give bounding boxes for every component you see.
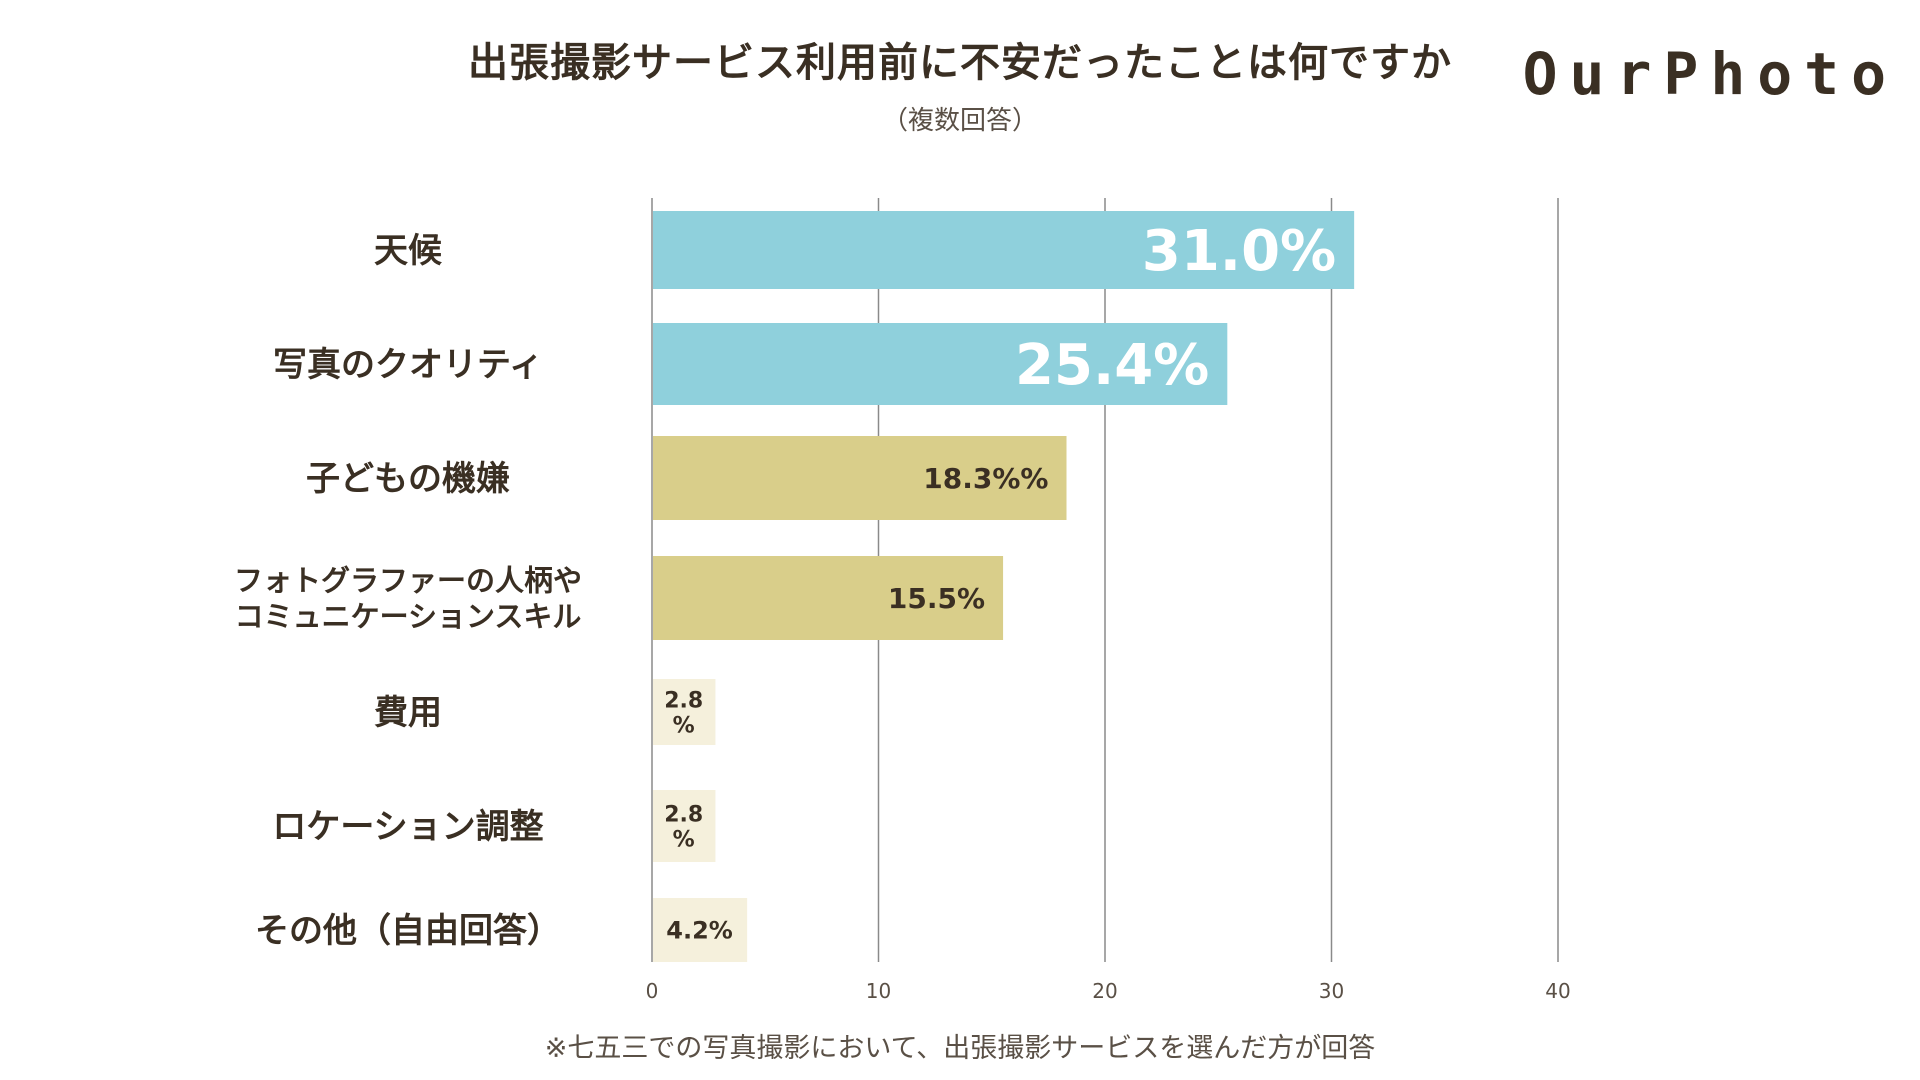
data-label-3: 18.3%% [923,462,1048,495]
footnote: ※七五三での写真撮影において、出張撮影サービスを選んだ方が回答 [544,1033,1376,1064]
bar-6 [653,790,716,862]
category-label-2: 写真のクオリティ [273,345,543,385]
data-label-4: 15.5% [888,582,985,615]
x-tick-label-30: 30 [1319,979,1344,1003]
category-label-5: 費用 [374,693,442,733]
bar-7 [653,898,748,962]
data-label-5: 2.8% [664,688,703,738]
x-tick-label-40: 40 [1545,979,1570,1003]
x-tick-label-10: 10 [866,979,891,1003]
data-label-2: 25.4% [1015,333,1209,398]
category-label-3: 子どもの機嫌 [306,459,510,499]
data-label-6: 2.8% [664,802,703,852]
bar-3 [653,436,1067,520]
data-label-7: 4.2% [666,917,733,945]
chart-title: 出張撮影サービス利用前に不安だったことは何ですか [468,40,1452,86]
category-label-6: ロケーション調整 [272,807,543,847]
category-label-4: フォトグラファーの人柄やコミュニケーションスキル [234,563,582,633]
category-label-7: その他（自由回答） [255,911,561,951]
bar-1 [653,211,1355,289]
bar-5 [653,679,716,745]
x-tick-label-20: 20 [1092,979,1117,1003]
category-label-1: 天候 [374,231,443,271]
x-tick-label-0: 0 [646,979,659,1003]
chart-subtitle: （複数回答） [881,106,1038,136]
data-label-1: 31.0% [1142,219,1336,284]
bar-2 [653,323,1228,405]
brand-logo: OurPhoto [1522,40,1898,108]
bar-4 [653,556,1004,640]
